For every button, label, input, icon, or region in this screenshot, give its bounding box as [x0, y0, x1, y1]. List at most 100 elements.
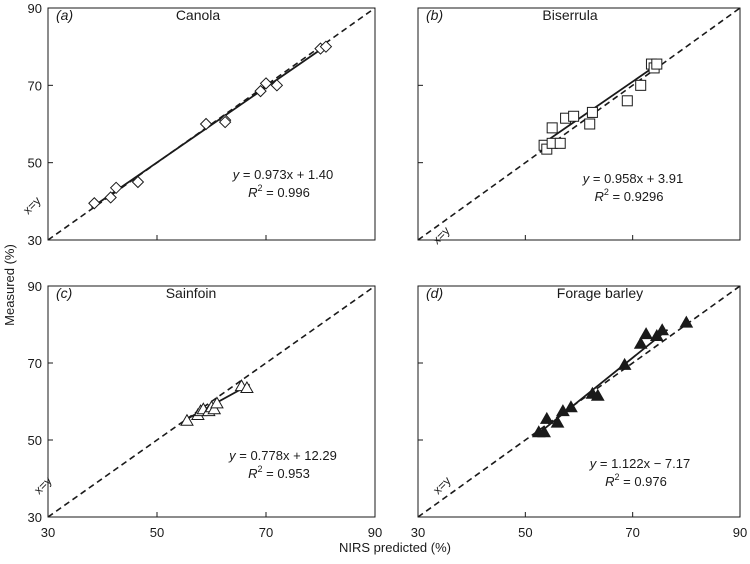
- plot-frame: [417, 7, 741, 241]
- equation-variable: y: [232, 167, 241, 182]
- data-point: [584, 118, 596, 130]
- data-point: [621, 95, 633, 107]
- x-tick-label: 70: [259, 525, 273, 540]
- equation-body: = 1.122x − 7.17: [596, 456, 690, 471]
- identity-label: x=y: [429, 224, 452, 247]
- data-point: [679, 315, 694, 328]
- x-axis-title: NIRS predicted (%): [339, 540, 451, 555]
- data-point: [104, 191, 117, 204]
- y-tick-label: 30: [28, 233, 42, 248]
- r-superscript: 2: [604, 187, 609, 197]
- x-tick-label: 30: [411, 525, 425, 540]
- data-point: [240, 381, 254, 394]
- equation-body: = 0.778x + 12.29: [236, 448, 337, 463]
- data-point: [649, 329, 664, 342]
- data-point: [564, 400, 578, 413]
- data-point: [270, 79, 284, 92]
- plot-frame: [47, 7, 376, 241]
- data-point: [180, 413, 194, 426]
- y-tick-label: 50: [28, 156, 42, 171]
- r-squared-value: = 0.976: [620, 474, 667, 489]
- data-point: [319, 40, 333, 53]
- r-squared: R2 = 0.953: [248, 464, 310, 481]
- identity-label: x=y: [430, 474, 453, 497]
- panel-title: Canola: [176, 7, 221, 23]
- data-point: [88, 197, 101, 210]
- data-point: [254, 84, 267, 98]
- y-tick-label: 30: [28, 510, 42, 525]
- panel-title: Biserrula: [542, 7, 597, 23]
- identity-line: [417, 7, 741, 241]
- panel-a: 30 50 70 90 x=y (a) Canola y = 0.973x + 1.40R2 …: [20, 1, 376, 248]
- x-tick-label: 30: [41, 525, 55, 540]
- r-variable: R: [605, 474, 614, 489]
- regression-equation: y = 0.973x + 1.40: [232, 167, 333, 182]
- data-point: [635, 79, 647, 91]
- panel-title: Forage barley: [557, 285, 643, 301]
- data-point: [259, 77, 273, 90]
- r-variable: R: [595, 189, 604, 204]
- equation-body: = 0.973x + 1.40: [239, 167, 333, 182]
- y-axis-title: Measured (%): [2, 244, 17, 326]
- data-point: [590, 388, 605, 401]
- panel-d: 30 50 70 90 x=y (d) Forage barley y = 1.122x − …: [411, 285, 747, 540]
- plot-frame: [417, 285, 741, 518]
- r-squared: R2 = 0.976: [605, 472, 667, 489]
- identity-label: x=y: [20, 194, 43, 217]
- data-point: [210, 396, 224, 409]
- data-point: [131, 175, 145, 189]
- x-tick-label: 90: [733, 525, 747, 540]
- regression-equation: y = 0.958x + 3.91: [582, 171, 683, 186]
- data-point: [546, 122, 558, 134]
- r-squared: R2 = 0.996: [248, 183, 310, 200]
- data-point: [586, 106, 598, 118]
- y-tick-label: 90: [28, 279, 42, 294]
- r-squared-value: = 0.953: [263, 466, 310, 481]
- data-point: [568, 110, 580, 122]
- y-tick-label: 70: [28, 78, 42, 93]
- equation-variable: y: [589, 456, 598, 471]
- equation-variable: y: [582, 171, 591, 186]
- x-tick-label: 90: [368, 525, 382, 540]
- panel-letter: (b): [426, 7, 443, 23]
- y-tick-label: 90: [28, 1, 42, 16]
- data-point: [207, 402, 222, 415]
- r-variable: R: [248, 185, 257, 200]
- panel-letter: (a): [56, 7, 73, 23]
- data-point: [554, 137, 566, 149]
- data-point: [539, 411, 554, 424]
- panel-title: Sainfoin: [166, 285, 217, 301]
- r-superscript: 2: [615, 472, 620, 482]
- data-point: [218, 115, 232, 129]
- x-tick-label: 50: [150, 525, 164, 540]
- identity-label: x=y: [31, 474, 54, 497]
- y-tick-label: 70: [28, 356, 42, 371]
- equation-body: = 0.958x + 3.91: [589, 171, 683, 186]
- data-point: [617, 357, 632, 370]
- y-tick-label: 50: [28, 433, 42, 448]
- r-variable: R: [248, 466, 257, 481]
- r-squared-value: = 0.996: [263, 185, 310, 200]
- r-superscript: 2: [258, 464, 263, 474]
- data-point: [639, 327, 653, 340]
- data-point: [655, 323, 670, 336]
- x-tick-label: 70: [625, 525, 639, 540]
- data-point: [109, 181, 123, 195]
- regression-line: [540, 62, 661, 146]
- r-squared: R2 = 0.9296: [595, 187, 664, 204]
- regression-equation: y = 0.778x + 12.29: [228, 448, 337, 463]
- r-squared-value: = 0.9296: [609, 189, 664, 204]
- r-superscript: 2: [258, 183, 263, 193]
- equation-variable: y: [228, 448, 237, 463]
- data-point: [651, 58, 663, 70]
- data-point: [550, 415, 565, 428]
- regression-equation: y = 1.122x − 7.17: [589, 456, 690, 471]
- x-tick-label: 50: [518, 525, 532, 540]
- plot-frame: [47, 285, 376, 518]
- data-point: [537, 425, 551, 438]
- panel-letter: (d): [426, 285, 443, 301]
